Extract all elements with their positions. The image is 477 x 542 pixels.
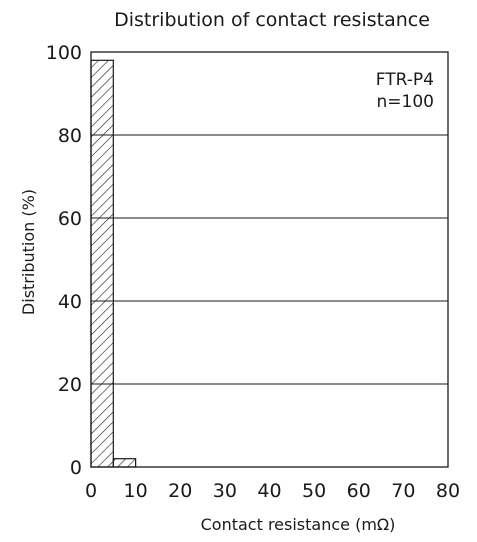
x-tick-label: 0	[85, 480, 97, 502]
bars	[90, 59, 137, 468]
x-tick-label: 80	[436, 480, 460, 502]
x-tick-label: 60	[347, 480, 371, 502]
x-tick-label: 50	[302, 480, 326, 502]
gridlines	[91, 134, 448, 385]
x-tick-label: 70	[391, 480, 415, 502]
y-tick-label: 100	[46, 42, 82, 64]
x-tick-label: 20	[168, 480, 192, 502]
x-axis-label: Contact resistance (mΩ)	[201, 515, 396, 534]
chart-title: Distribution of contact resistance	[114, 9, 430, 31]
y-tick-label: 60	[58, 208, 82, 230]
y-tick-labels: 0 20 40 60 80 100	[46, 42, 82, 479]
annotation-sample-size: n=100	[377, 92, 434, 112]
y-tick-label: 0	[70, 457, 82, 479]
x-tick-label: 40	[257, 480, 281, 502]
y-tick-label: 20	[58, 374, 82, 396]
y-axis-label: Distribution (%)	[19, 189, 38, 315]
bar	[90, 59, 114, 468]
y-tick-label: 40	[58, 291, 82, 313]
bar	[112, 458, 137, 468]
x-tick-label: 30	[213, 480, 237, 502]
y-tick-label: 80	[58, 125, 82, 147]
annotation-model: FTR-P4	[376, 70, 434, 90]
plot-frame	[90, 51, 449, 468]
x-tick-labels: 0 10 20 30 40 50 60 70 80	[85, 480, 460, 502]
x-tick-label: 10	[124, 480, 148, 502]
